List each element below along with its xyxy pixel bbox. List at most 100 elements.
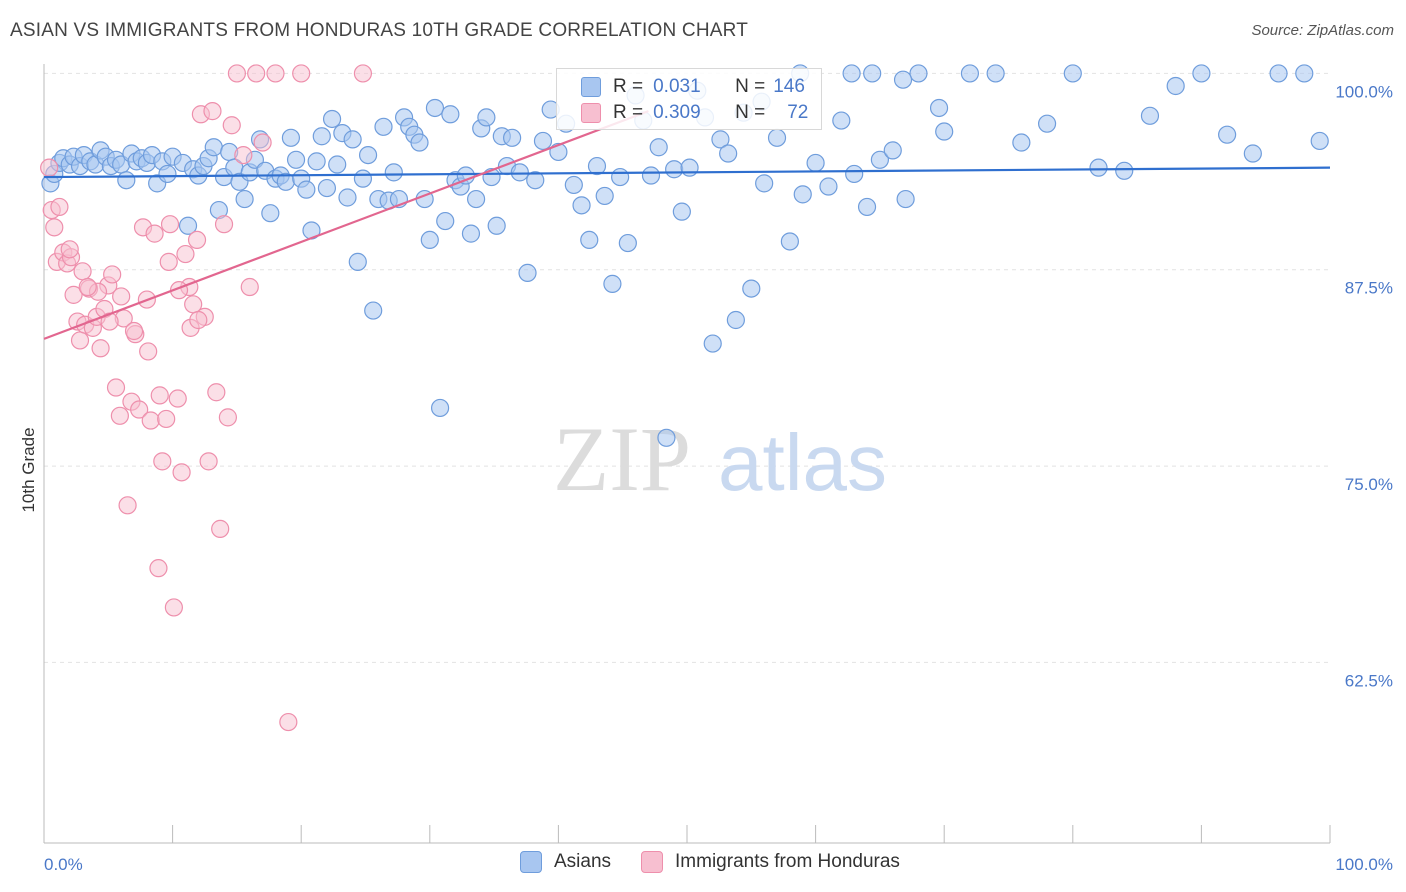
data-point-asians [580,230,599,250]
data-point-asians [312,127,331,146]
data-point-honduras [150,386,169,405]
data-point-asians [793,185,812,204]
data-point-asians [261,204,280,223]
honduras-swatch [581,103,601,123]
data-point-honduras [203,102,222,121]
data-point-honduras [124,321,144,341]
data-point-honduras [176,244,195,264]
data-point-honduras [40,158,59,177]
data-point-honduras [73,262,92,281]
data-point-asians [374,117,393,136]
data-point-honduras [218,408,237,427]
data-point-asians [297,180,316,199]
data-point-asians [420,230,439,250]
data-point-asians [719,144,738,163]
data-point-asians [641,166,661,185]
data-point-asians [909,64,928,83]
data-point-asians [960,64,980,83]
stats-row-honduras: R = 0.309 N = 72 [557,100,808,126]
data-point-honduras [207,383,226,402]
trend-lines [43,110,1331,340]
data-point-honduras [172,463,191,482]
data-point-honduras [78,277,97,297]
data-point-asians [338,188,357,207]
r-label: R = [613,76,644,97]
data-point-asians [461,224,481,243]
legend-label-honduras: Immigrants from Honduras [675,851,900,872]
legend-swatch-asians [520,851,542,873]
data-point-honduras [45,218,64,237]
data-point-asians [595,186,614,206]
data-point-asians [410,133,429,152]
data-point-honduras [164,598,183,617]
series-legend: Asians Immigrants from Honduras [520,851,930,873]
data-point-asians [430,398,450,418]
watermark: ZIP atlas [553,408,887,510]
data-point-asians [603,274,622,293]
y-tick-label: 87.5% [1345,279,1393,298]
data-point-asians [572,196,591,215]
data-point-asians [158,164,177,184]
data-point-honduras [292,64,311,83]
chart-source: Source: ZipAtlas.com [1251,22,1394,39]
data-point-asians [893,70,913,89]
data-point-asians [317,178,337,198]
r-value: 0.031 [653,76,701,97]
data-point-asians [883,141,902,160]
watermark-zip: ZIP [553,408,691,510]
data-point-asians [819,177,838,196]
data-point-asians [510,163,529,182]
data-point-asians [935,122,954,141]
data-point-honduras [145,224,164,243]
legend-label-asians: Asians [554,851,612,872]
y-tick-label: 62.5% [1345,671,1393,690]
data-point-honduras [168,389,187,408]
data-point-honduras [110,406,129,425]
data-point-honduras [139,342,158,361]
data-point-asians [703,334,722,353]
data-point-asians [533,131,553,151]
x-tick-labels: 0.0% 100.0% [44,855,1393,874]
data-point-asians [328,155,347,174]
n-value: 72 [787,102,809,123]
data-point-honduras [64,285,83,304]
legend-item-honduras[interactable]: Immigrants from Honduras [641,851,900,873]
data-point-asians [1063,64,1082,83]
data-point-asians [665,160,684,179]
y-tick-label: 100.0% [1335,82,1393,101]
trend-line-asians [43,166,1331,179]
data-point-honduras [118,496,137,515]
data-point-honduras [227,64,246,83]
data-point-honduras [70,331,90,350]
data-point-asians [436,211,455,231]
data-point-asians [307,152,326,171]
data-point-asians [806,153,825,173]
data-point-asians [441,105,460,124]
data-point-asians [986,64,1005,83]
stats-row-asians: R = 0.031 N = 146 [557,74,805,100]
data-point-asians [742,279,761,298]
data-point-honduras [157,409,176,429]
y-tick-label: 75.0% [1345,475,1393,494]
data-point-honduras [214,215,234,234]
data-point-asians [466,189,486,209]
data-point-asians [1037,114,1057,133]
data-point-asians [343,130,362,149]
data-point-honduras [199,452,218,471]
data-point-asians [348,252,367,271]
legend-swatch-honduras [641,851,664,873]
data-point-asians [845,164,864,184]
legend-item-asians[interactable]: Asians [520,851,611,873]
data-point-asians [425,98,445,118]
data-point-asians [1243,144,1262,163]
data-point-asians [1218,125,1237,144]
n-label: N = [735,102,766,123]
data-point-honduras [234,145,253,165]
n-value: 146 [773,76,805,97]
data-point-asians [680,158,699,177]
data-point-asians [358,145,378,165]
chart-title: ASIAN VS IMMIGRANTS FROM HONDURAS 10TH G… [10,20,748,41]
data-point-asians [857,197,877,217]
data-point-honduras [130,400,149,419]
